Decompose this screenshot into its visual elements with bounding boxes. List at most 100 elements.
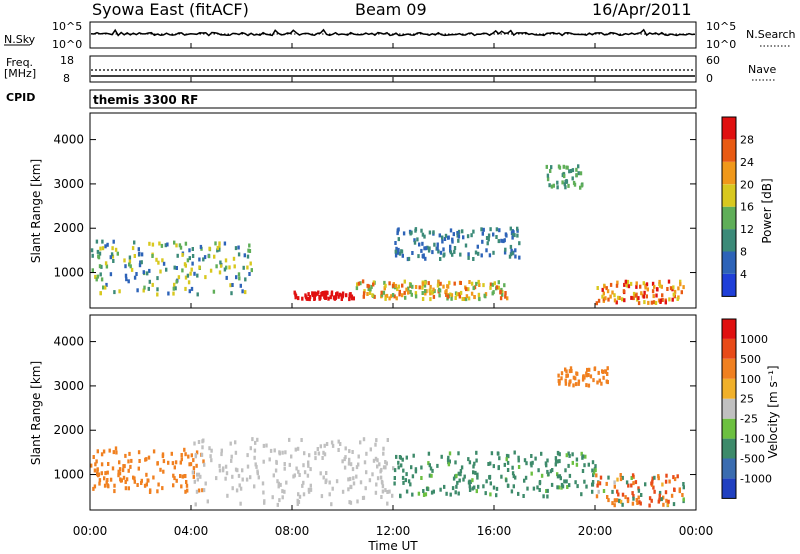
heatmap-cell	[679, 282, 682, 287]
heatmap-cell	[475, 489, 478, 494]
heatmap-cell	[132, 475, 135, 480]
heatmap-cell	[630, 476, 633, 480]
heatmap-cell	[495, 235, 498, 239]
heatmap-cell	[511, 235, 514, 240]
heatmap-cell	[301, 483, 304, 488]
heatmap-cell	[577, 171, 580, 176]
heatmap-cell	[220, 448, 223, 453]
heatmap-cell	[223, 241, 227, 246]
heatmap-cell	[244, 277, 247, 282]
heatmap-cell	[467, 255, 470, 260]
heatmap-cell	[235, 488, 239, 493]
heatmap-cell	[488, 475, 491, 480]
heatmap-cell	[616, 477, 619, 482]
velocity-heatmap	[90, 366, 685, 508]
heatmap-cell	[653, 475, 656, 480]
heatmap-cell	[538, 488, 541, 492]
heatmap-cell	[580, 183, 584, 188]
heatmap-cell	[548, 183, 551, 188]
heatmap-cell	[337, 439, 340, 444]
heatmap-cell	[341, 489, 345, 494]
heatmap-cell	[351, 467, 355, 472]
heatmap-cell	[208, 446, 211, 451]
heatmap-cell	[186, 273, 190, 278]
heatmap-cell	[512, 484, 515, 489]
heatmap-cell	[303, 451, 306, 456]
heatmap-cell	[673, 477, 677, 482]
heatmap-cell	[596, 483, 599, 488]
heatmap-cell	[637, 488, 641, 493]
heatmap-cell	[393, 294, 396, 299]
heatmap-cell	[495, 227, 499, 232]
heatmap-cell	[181, 268, 184, 273]
heatmap-cell	[437, 249, 440, 254]
heatmap-cell	[109, 477, 113, 482]
heatmap-cell	[597, 489, 600, 494]
heatmap-cell	[477, 251, 480, 256]
heatmap-cell	[347, 487, 350, 492]
heatmap-cell	[619, 477, 623, 482]
heatmap-cell	[262, 490, 265, 495]
heatmap-cell	[405, 472, 408, 477]
heatmap-cell	[606, 372, 609, 376]
heatmap-cell	[352, 481, 356, 486]
heatmap-cell	[457, 238, 460, 243]
heatmap-cell	[486, 241, 489, 246]
heatmap-cell	[467, 457, 470, 462]
heatmap-cell	[573, 182, 577, 187]
heatmap-cell	[631, 491, 634, 496]
heatmap-cell	[429, 284, 432, 289]
heatmap-cell	[575, 173, 578, 178]
heatmap-cell	[323, 292, 326, 297]
heatmap-cell	[570, 369, 573, 373]
heatmap-cell	[476, 244, 479, 249]
heatmap-cell	[617, 295, 620, 300]
heatmap-cell	[454, 460, 457, 465]
heatmap-cell	[456, 480, 459, 485]
heatmap-cell	[606, 495, 609, 499]
heatmap-cell	[372, 458, 376, 463]
heatmap-cell	[124, 453, 127, 458]
heatmap-cell	[314, 456, 317, 461]
heatmap-cell	[357, 462, 360, 467]
heatmap-cell	[517, 458, 520, 463]
heatmap-cell	[319, 471, 322, 476]
nsearch-axis-bottom: 10^0	[706, 38, 736, 51]
heatmap-cell	[439, 487, 442, 492]
heatmap-cell	[558, 381, 561, 386]
heatmap-cell	[193, 479, 196, 484]
heatmap-cell	[303, 470, 307, 475]
heatmap-cell	[372, 280, 376, 285]
heatmap-cell	[454, 490, 457, 495]
heatmap-cell	[228, 265, 231, 270]
heatmap-cell	[454, 296, 457, 300]
nave-axis-top: 60	[706, 54, 720, 67]
heatmap-cell	[417, 254, 420, 259]
heatmap-cell	[512, 230, 515, 235]
heatmap-cell	[307, 489, 311, 494]
heatmap-cell	[565, 369, 568, 374]
y-tick-label: 4000	[53, 133, 84, 147]
heatmap-cell	[481, 231, 484, 236]
heatmap-cell	[330, 290, 334, 295]
heatmap-cell	[652, 294, 655, 299]
heatmap-cell	[230, 291, 233, 296]
heatmap-cell	[511, 465, 514, 470]
heatmap-cell	[518, 255, 521, 260]
heatmap-cell	[106, 470, 109, 475]
heatmap-cell	[501, 292, 504, 297]
heatmap-cell	[431, 290, 434, 295]
heatmap-cell	[514, 475, 517, 480]
heatmap-cell	[522, 494, 525, 498]
heatmap-cell	[440, 454, 443, 459]
heatmap-cell	[613, 484, 616, 489]
heatmap-cell	[118, 467, 122, 472]
heatmap-cell	[382, 465, 386, 470]
heatmap-cell	[664, 490, 668, 495]
heatmap-cell	[457, 292, 461, 297]
heatmap-cell	[107, 484, 110, 489]
heatmap-cell	[173, 282, 176, 287]
heatmap-cell	[180, 457, 183, 462]
heatmap-cell	[359, 480, 363, 485]
heatmap-cell	[225, 275, 228, 280]
